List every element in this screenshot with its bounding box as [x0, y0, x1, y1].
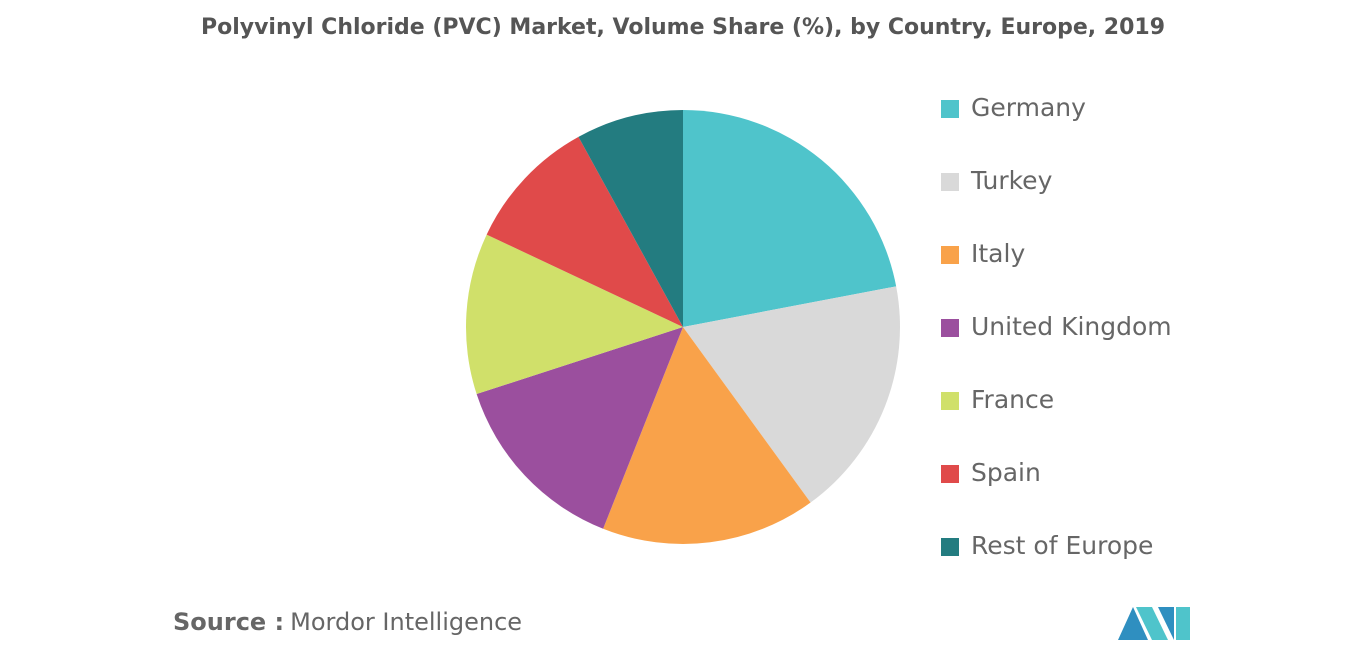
pie-slice [486, 136, 683, 327]
source-label: Source : [173, 608, 284, 636]
logo-shape [1136, 607, 1168, 640]
source: Source : Mordor Intelligence [173, 608, 522, 636]
source-text: Mordor Intelligence [290, 608, 522, 636]
pie-slice [683, 286, 900, 503]
legend-swatch [941, 392, 959, 410]
legend-swatch [941, 465, 959, 483]
legend-label: Rest of Europe [971, 531, 1153, 560]
legend-swatch [941, 246, 959, 264]
chart-title: Polyvinyl Chloride (PVC) Market, Volume … [201, 15, 1165, 40]
legend-label: Germany [971, 93, 1086, 122]
pie-slice [465, 234, 683, 395]
legend-swatch [941, 538, 959, 556]
logo-shape [1176, 607, 1190, 640]
legend-swatch [941, 319, 959, 337]
legend-swatch [941, 173, 959, 191]
legend-label: Turkey [970, 166, 1053, 195]
pie-slice [603, 327, 811, 544]
logo [1118, 607, 1190, 640]
legend-label: France [971, 385, 1054, 414]
pie-slice [476, 327, 683, 529]
pie-slice [578, 110, 683, 327]
legend-label: Spain [971, 458, 1041, 487]
logo-shape [1158, 607, 1174, 640]
legend-swatch [941, 100, 959, 118]
pie-slice [683, 110, 897, 327]
legend-label: United Kingdom [971, 312, 1172, 341]
legend-label: Italy [971, 239, 1025, 268]
logo-shape [1118, 607, 1148, 640]
